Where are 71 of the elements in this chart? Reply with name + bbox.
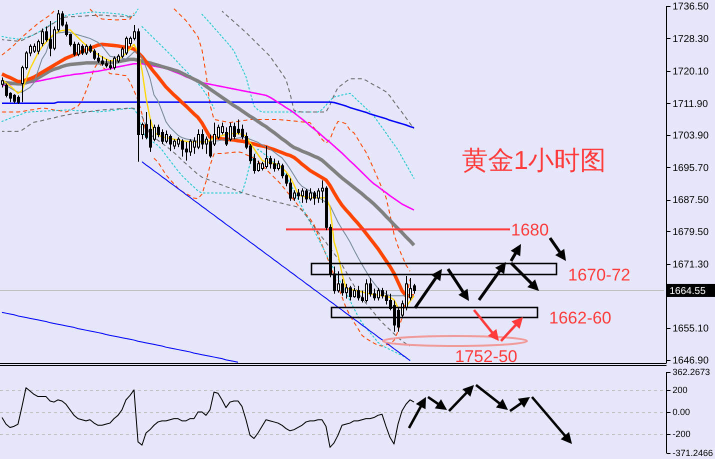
y-tick-label: 0.00 [672, 407, 690, 418]
candlestick [189, 138, 192, 156]
y-tick-label: 1720.10 [672, 66, 710, 78]
candlestick [377, 287, 380, 302]
y-tick-label: 1655.10 [672, 323, 710, 334]
y-tick-label: 1679.50 [672, 226, 710, 238]
candlestick [101, 56, 104, 66]
candlestick [1, 77, 4, 88]
candlestick [289, 178, 292, 202]
candlestick [85, 44, 88, 56]
line-series [2, 312, 238, 363]
candlestick [81, 44, 84, 56]
y-tick-label: 200 [672, 385, 688, 396]
annotation: 1670-72 [568, 265, 630, 284]
y-tick-label: 1736.50 [672, 2, 710, 12]
candlestick [345, 283, 348, 300]
candlestick [349, 285, 352, 302]
candlestick [77, 42, 80, 57]
y-tick-label: 1711.90 [672, 98, 708, 110]
candlestick [161, 128, 164, 144]
y-tick-label: 1646.90 [672, 356, 710, 367]
annotation: 1680 [511, 220, 549, 240]
candlestick [297, 188, 300, 200]
candlestick [301, 188, 304, 204]
candlestick [229, 122, 232, 142]
y-tick-label: 1695.70 [672, 162, 710, 174]
annotation: 1662-60 [549, 308, 612, 328]
y-tick-label: -200 [672, 429, 691, 440]
text: 黄金1小时图 [462, 145, 606, 176]
candlestick [313, 190, 316, 206]
candlestick [5, 82, 8, 98]
ref-line-label: 1664.55 [670, 286, 706, 297]
candlestick [265, 145, 268, 169]
y-tick-label: 1687.50 [672, 195, 710, 206]
candlestick [93, 48, 96, 61]
y-tick-label: 1728.30 [672, 34, 710, 45]
candlestick [337, 270, 340, 294]
candlestick [181, 138, 184, 158]
candlestick [33, 43, 36, 54]
candlestick [137, 28, 140, 162]
line-series [142, 26, 214, 109]
candlestick [309, 188, 312, 202]
line-series [1, 101, 415, 129]
y-tick-label: 362.2673 [672, 367, 710, 378]
candlestick [353, 287, 356, 298]
annotation: 1752-50 [455, 346, 518, 366]
y-tick-label: 1703.90 [672, 130, 710, 142]
line-series [142, 161, 410, 362]
candlestick [113, 56, 116, 70]
y-tick-label: 1671.30 [672, 259, 710, 270]
candlestick [173, 138, 176, 150]
candlestick [109, 60, 112, 70]
candlestick [201, 128, 204, 150]
candlestick [357, 285, 360, 302]
candlestick [233, 122, 236, 140]
candlestick [105, 58, 108, 68]
candlestick [197, 128, 200, 150]
candlestick [169, 134, 172, 152]
candlestick [125, 36, 128, 56]
candlestick [225, 126, 228, 146]
candlestick [273, 158, 276, 172]
candlestick [49, 20, 52, 57]
y-tick-label: -371.2466 [672, 448, 714, 458]
candlestick [365, 278, 368, 304]
candlestick [17, 94, 20, 105]
candlestick [237, 118, 240, 135]
candlestick [97, 52, 100, 64]
candlestick [185, 142, 188, 162]
candlestick [305, 188, 308, 204]
line-series [1, 62, 415, 211]
candlestick [13, 94, 16, 104]
